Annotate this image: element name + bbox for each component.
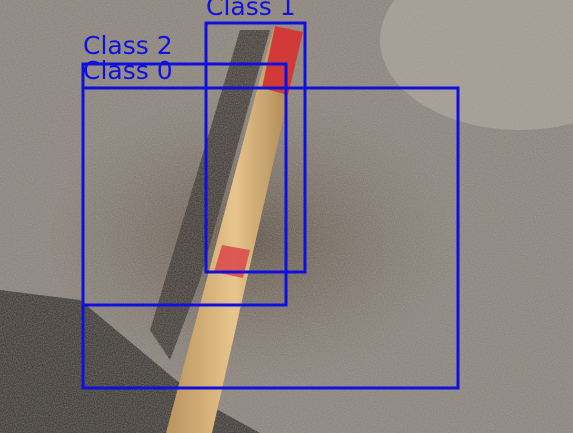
detection: Class 1 xyxy=(204,0,307,274)
class-label: Class 1 xyxy=(206,0,296,21)
bounding-box xyxy=(204,21,307,274)
detection: Class 0 xyxy=(81,56,460,390)
bounding-box xyxy=(81,86,460,390)
class-label: Class 0 xyxy=(83,56,173,85)
class-label: Class 2 xyxy=(83,31,173,60)
